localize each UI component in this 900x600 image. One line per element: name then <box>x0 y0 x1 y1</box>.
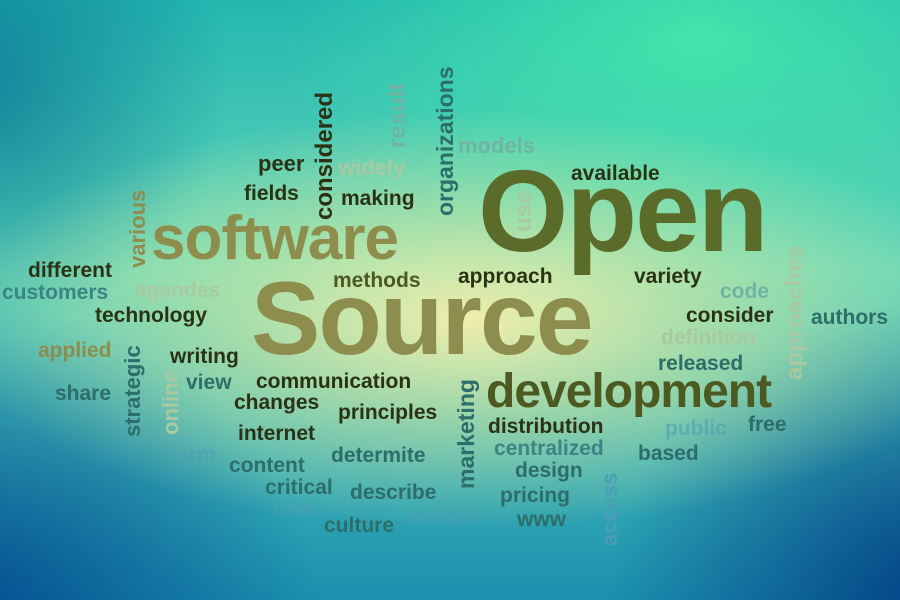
word-strategic: strategic <box>120 345 145 437</box>
word-distribution: distribution <box>488 415 604 438</box>
word-agendas: agendas <box>135 279 221 302</box>
word-open: Open <box>478 146 768 276</box>
word-content: content <box>229 454 305 477</box>
word-internet: internet <box>238 422 316 445</box>
word-technology: technology <box>95 304 208 327</box>
word-describe: describe <box>350 481 437 504</box>
word-code: code <box>720 280 770 303</box>
word-various: various <box>125 189 150 268</box>
word-released: released <box>658 352 744 375</box>
word-available: available <box>571 162 660 185</box>
word-term: term <box>170 443 216 466</box>
word-making: making <box>341 187 415 210</box>
word-view: view <box>186 371 232 394</box>
word-critical: critical <box>265 476 333 499</box>
word-share: share <box>55 382 112 405</box>
word-peer: peer <box>258 151 305 176</box>
word-marketing: marketing <box>453 379 479 489</box>
word-communication: communication <box>256 370 412 393</box>
word-design: design <box>515 459 583 482</box>
word-variety: variety <box>634 265 702 288</box>
word-free: free <box>748 413 787 436</box>
word-considered: considered <box>311 91 338 220</box>
word-applied: applied <box>38 339 112 362</box>
word-organizations: organizations <box>432 66 458 216</box>
word-source: Source <box>251 261 594 377</box>
word-changes: changes <box>234 391 320 414</box>
word-centralized: centralized <box>494 437 604 460</box>
word-approach: approach <box>458 265 553 288</box>
word-fields: fields <box>244 182 299 205</box>
word-authors: authors <box>811 306 889 329</box>
word-approaches: approaches <box>781 245 808 380</box>
word-online: online <box>158 370 183 435</box>
word-customers: customers <box>2 281 109 304</box>
word-principles: principles <box>338 401 438 424</box>
word-based: based <box>638 442 699 465</box>
word-written: written <box>409 506 478 529</box>
word-consider: consider <box>686 304 774 327</box>
word-www: www <box>517 508 567 531</box>
word-software: software <box>151 204 399 273</box>
word-widely: widely <box>338 155 406 180</box>
word-models: models <box>458 133 536 158</box>
word-determite: determite <box>331 444 426 467</box>
word-access: access <box>597 472 622 546</box>
word-methods: methods <box>333 269 421 292</box>
word-user: user <box>272 497 317 520</box>
word-development: development <box>486 365 772 418</box>
word-result: result <box>384 82 411 148</box>
word-definition: definition <box>661 326 756 349</box>
word-culture: culture <box>324 514 395 537</box>
word-different: different <box>28 259 112 282</box>
word-writing: writing <box>170 345 239 368</box>
word-public: public <box>665 417 727 440</box>
word-pricing: pricing <box>500 484 571 507</box>
